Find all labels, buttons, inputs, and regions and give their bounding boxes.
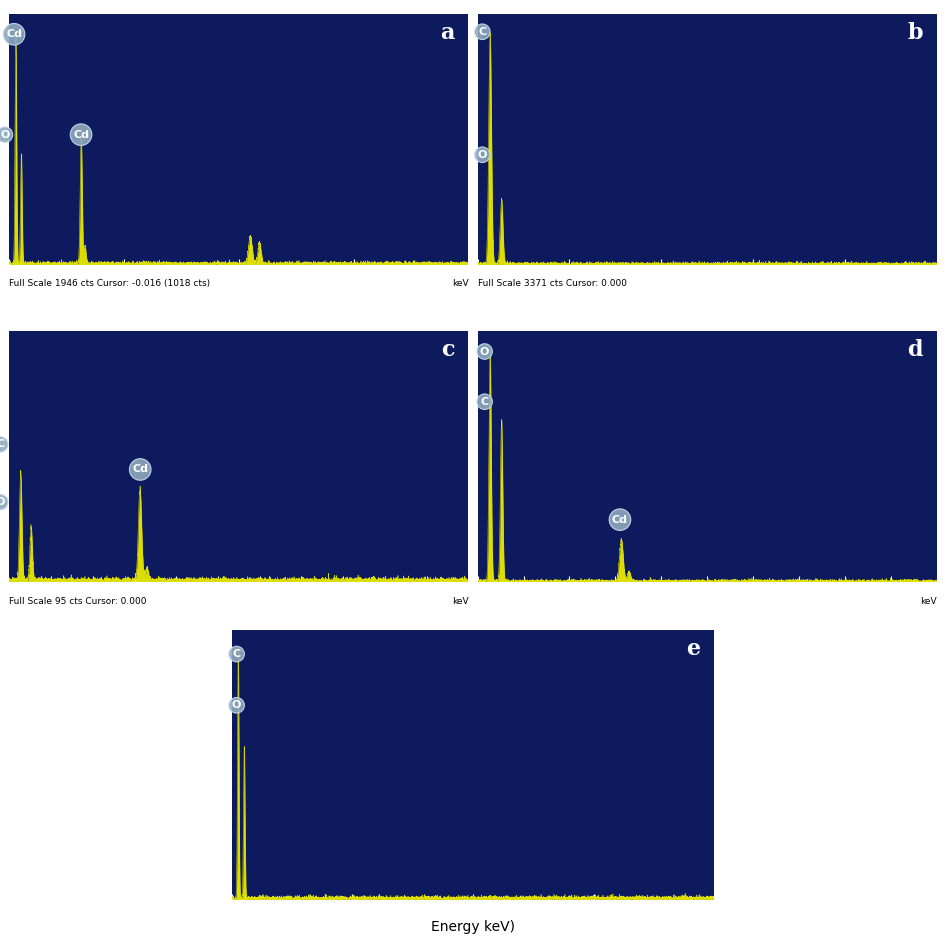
Text: Cd: Cd <box>132 464 149 474</box>
Text: Cd: Cd <box>73 130 89 139</box>
Text: O: O <box>480 347 489 356</box>
Text: Full Scale 1946 cts Cursor: -0.016 (1018 cts): Full Scale 1946 cts Cursor: -0.016 (1018… <box>9 279 211 289</box>
Text: O: O <box>0 497 5 507</box>
Text: d: d <box>907 339 922 361</box>
Text: O: O <box>0 130 9 139</box>
Text: keV: keV <box>451 279 468 289</box>
Text: b: b <box>907 22 922 44</box>
Text: Full Scale 3371 cts Cursor: 0.000: Full Scale 3371 cts Cursor: 0.000 <box>478 279 627 289</box>
X-axis label: Energy keV): Energy keV) <box>431 920 515 934</box>
Text: Cd: Cd <box>6 29 22 39</box>
Text: keV: keV <box>451 597 468 606</box>
Text: C: C <box>481 397 489 406</box>
Text: keV: keV <box>920 597 937 606</box>
Text: e: e <box>686 638 700 660</box>
Text: C: C <box>0 439 5 450</box>
Text: C: C <box>479 27 486 37</box>
Text: C: C <box>233 649 240 659</box>
Text: a: a <box>440 22 454 44</box>
Text: Full Scale 95 cts Cursor: 0.000: Full Scale 95 cts Cursor: 0.000 <box>9 597 147 606</box>
Text: O: O <box>232 701 241 710</box>
Text: Cd: Cd <box>612 514 628 525</box>
Text: O: O <box>478 150 487 160</box>
Text: c: c <box>441 339 454 361</box>
